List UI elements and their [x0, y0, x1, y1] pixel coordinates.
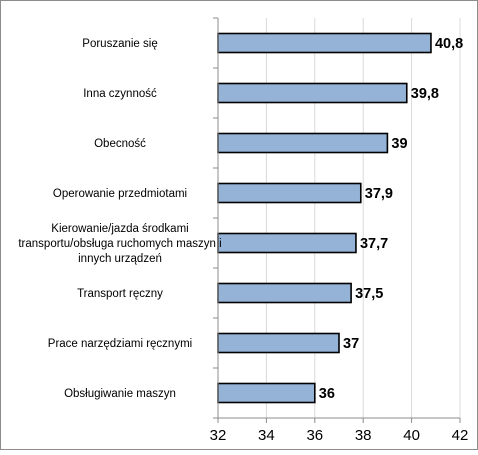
- category-label-0-line-0: Poruszanie się: [82, 38, 157, 50]
- bar-4: [217, 232, 357, 254]
- category-label-1-line-0: Inna czynność: [83, 88, 157, 100]
- category-label-2-line-0: Obecność: [94, 138, 146, 150]
- x-tick-label-0: 32: [210, 427, 227, 444]
- data-label-4: 37,7: [360, 236, 388, 252]
- data-label-5: 37,5: [355, 286, 383, 302]
- category-label-6: Prace narzędziami ręcznymi: [48, 338, 192, 350]
- category-label-7: Obsługiwanie maszyn: [64, 388, 176, 400]
- category-label-2: Obecność: [94, 138, 146, 150]
- category-label-7-line-0: Obsługiwanie maszyn: [64, 388, 176, 400]
- category-label-4: Kierowanie/jazda środkami transportu/obsł…: [18, 223, 221, 265]
- category-label-6-line-0: Prace narzędziami ręcznymi: [48, 338, 192, 350]
- data-label-2: 39: [391, 136, 407, 152]
- bar-7: [217, 382, 316, 404]
- category-label-4-line-0: Kierowanie/jazda środkami: [51, 223, 188, 235]
- x-tick-label-2: 36: [306, 427, 323, 444]
- category-label-3: Operowanie przedmiotami: [53, 188, 187, 200]
- bar-5: [217, 282, 352, 304]
- x-tick-label-1: 34: [258, 427, 275, 444]
- bar-3: [217, 182, 362, 204]
- category-label-3-line-0: Operowanie przedmiotami: [53, 188, 187, 200]
- category-label-1: Inna czynność: [83, 88, 157, 100]
- category-label-0: Poruszanie się: [82, 38, 157, 50]
- category-label-4-line-2: innych urządzeń: [78, 253, 162, 265]
- data-label-7: 36: [319, 386, 335, 402]
- category-label-5: Transport ręczny: [77, 288, 163, 300]
- data-label-0: 40,8: [435, 36, 463, 52]
- axes: [213, 17, 461, 423]
- data-label-1: 39,8: [411, 86, 439, 102]
- x-tick-label-5: 42: [452, 427, 469, 444]
- bar-2: [217, 132, 389, 154]
- category-label-5-line-0: Transport ręczny: [77, 288, 163, 300]
- bars: [217, 32, 432, 404]
- data-label-3: 37,9: [365, 186, 393, 202]
- category-label-4-line-1: transportu/obsługa ruchomych maszyn i: [18, 238, 221, 250]
- x-tick-label-3: 38: [355, 427, 372, 444]
- bar-6: [217, 332, 340, 354]
- x-tick-label-4: 40: [403, 427, 420, 444]
- gridlines: [217, 18, 461, 418]
- data-label-6: 37: [343, 336, 359, 352]
- bar-1: [217, 82, 408, 104]
- labels: 32 34 36 38 40 42 40,8 Poruszanie się 39,8 Inna c…: [18, 36, 468, 444]
- bar-0: [217, 32, 432, 54]
